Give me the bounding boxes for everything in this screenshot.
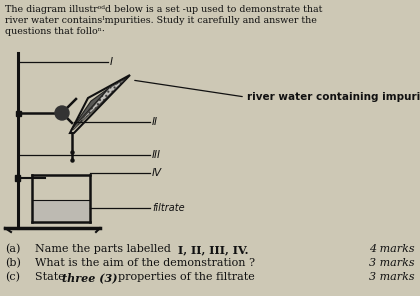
Text: 3 marks: 3 marks	[369, 258, 415, 268]
Text: IV: IV	[152, 168, 162, 178]
Text: river water containsᴵmpurities. Study it carefully and answer the: river water containsᴵmpurities. Study it…	[5, 16, 317, 25]
Text: (a): (a)	[5, 244, 21, 254]
Text: III: III	[152, 150, 161, 160]
Text: questions that folloⁿ·: questions that folloⁿ·	[5, 27, 105, 36]
Polygon shape	[33, 200, 89, 221]
Text: river water containing impurities: river water containing impurities	[247, 92, 420, 102]
Text: Name the parts labelled: Name the parts labelled	[35, 244, 174, 254]
Text: (c): (c)	[5, 272, 20, 282]
Text: II: II	[152, 117, 158, 127]
Text: 4 marks: 4 marks	[369, 244, 415, 254]
Text: State: State	[35, 272, 68, 282]
Text: 3 marks: 3 marks	[369, 272, 415, 282]
Bar	[15, 175, 20, 181]
Bar	[16, 110, 21, 115]
Circle shape	[55, 106, 69, 120]
Text: The diagram illustrᵒᵈd below is a set -up used to demonstrate that: The diagram illustrᵒᵈd below is a set -u…	[5, 5, 323, 14]
Text: (b): (b)	[5, 258, 21, 268]
Polygon shape	[71, 88, 109, 130]
Text: What is the aim of the demonstration ?: What is the aim of the demonstration ?	[35, 258, 255, 268]
Text: three (3): three (3)	[62, 272, 118, 283]
Text: I: I	[110, 57, 113, 67]
Polygon shape	[73, 78, 127, 130]
Text: filtrate: filtrate	[152, 203, 185, 213]
Text: properties of the filtrate: properties of the filtrate	[118, 272, 255, 282]
Text: I, II, III, IV.: I, II, III, IV.	[178, 244, 249, 255]
